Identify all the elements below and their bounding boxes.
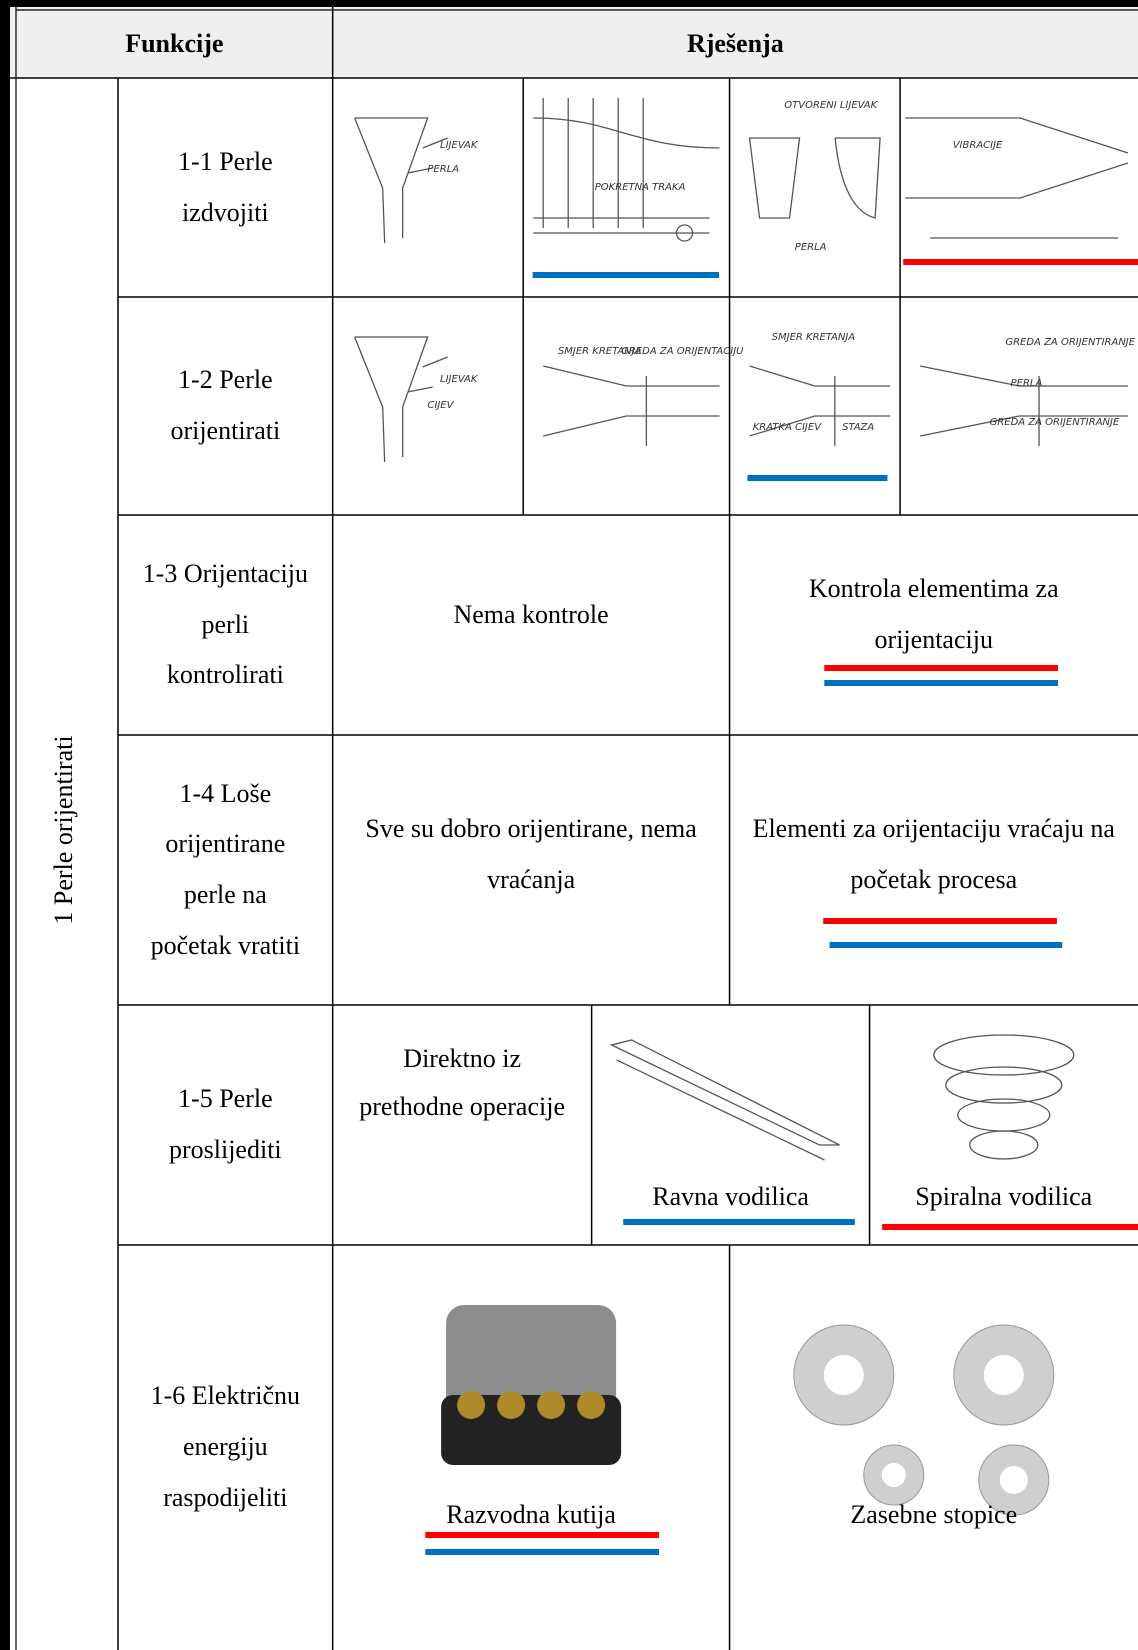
function-label: 1-4 Loše orijentirane perle na početak v…: [150, 778, 301, 960]
picture: [881, 1463, 906, 1487]
solution-text: Nema kontrole: [453, 599, 609, 629]
selection-mark: [532, 272, 720, 278]
function-label: 1-3 Orijentaciju perli kontrolirati: [142, 558, 308, 690]
picture: [823, 1355, 864, 1395]
solution-text: Direktno iz prethodne operacije: [359, 1044, 565, 1122]
sketch-label: LIJEVAK: [440, 140, 479, 151]
sketch-label: VIBRACIJE: [953, 140, 1003, 151]
sketch: [354, 117, 429, 244]
header-bg: [0, 0, 1138, 78]
sketch-label: OTVORENI LIJEVAK: [784, 100, 878, 111]
sketch-label: LIJEVAK: [440, 374, 479, 385]
sketch: [749, 365, 891, 446]
frame-left: [0, 0, 10, 1650]
sketch: [543, 365, 720, 446]
sketch: [933, 1034, 1075, 1076]
sketch: [957, 1098, 1051, 1132]
picture: [537, 1391, 566, 1419]
picture: [457, 1391, 486, 1419]
sketch-label: STAZA: [842, 422, 874, 433]
selection-mark: [824, 665, 1058, 671]
solution-text: Kontrola elementima za orijentaciju: [808, 574, 1059, 654]
solution-caption: Spiralna vodilica: [915, 1181, 1093, 1211]
sketch: [354, 336, 429, 463]
selection-mark: [425, 1532, 660, 1538]
picture: [497, 1391, 526, 1419]
selection-mark: [747, 475, 888, 481]
frame-top: [0, 0, 1138, 7]
picture: [983, 1355, 1024, 1395]
sketch: [969, 1130, 1039, 1160]
solution-text: Sve su dobro orijentirane, nema vraćanja: [365, 814, 697, 894]
selection-mark: [425, 1549, 660, 1555]
solution-caption: Ravna vodilica: [652, 1181, 809, 1211]
sketch-label: POKRETNA TRAKA: [595, 182, 686, 193]
sketch: [905, 117, 1129, 239]
sketch-label: GREDA ZA ORIJENTIRANJE: [990, 417, 1120, 428]
selection-mark: [823, 918, 1057, 924]
sketch-label: CIJEV: [427, 400, 454, 411]
sketch-label: PERLA: [795, 242, 827, 253]
header-functions: Funkcije: [125, 28, 224, 58]
sketch-label: PERLA: [427, 164, 459, 175]
function-label: 1-2 Perle orijentirati: [170, 365, 281, 445]
sketch-label: PERLA: [1011, 378, 1043, 389]
selection-mark: [882, 1224, 1138, 1230]
sketch-label: GREDA ZA ORIJENTACIJU: [621, 346, 744, 357]
sketch: [945, 1066, 1063, 1104]
sketch: [919, 365, 1128, 446]
picture: [441, 1395, 622, 1465]
sketch: [407, 356, 448, 393]
selection-mark: [903, 259, 1138, 265]
function-label: 1-1 Perle izdvojiti: [178, 146, 273, 227]
sketch: [609, 1039, 840, 1161]
selection-mark: [829, 942, 1063, 948]
sketch-label: GREDA ZA ORIJENTIRANJE: [1005, 337, 1135, 348]
function-label: 1-5 Perle proslijediti: [168, 1084, 282, 1164]
solution-caption: Zasebne stopice: [850, 1499, 1018, 1529]
sketch-label: KRATKA CIJEV: [753, 422, 823, 433]
sketch-label: SMJER KRETANJA: [558, 346, 642, 357]
picture: [999, 1466, 1028, 1494]
header-solutions: Rješenja: [686, 28, 784, 58]
function-label: 1-6 Električnu energiju raspodijeliti: [150, 1381, 301, 1512]
sketch: [533, 117, 720, 234]
solution-caption: Razvodna kutija: [446, 1499, 616, 1529]
solution-text: Elementi za orijentaciju vraćaju na poče…: [752, 814, 1115, 894]
sketch: [675, 224, 694, 242]
group-label: 1 Perle orijentirati: [49, 735, 78, 925]
picture: [577, 1391, 606, 1419]
selection-mark: [824, 680, 1058, 686]
sketch: [748, 137, 881, 219]
sketch: [407, 137, 448, 174]
sketch-label: SMJER KRETANJA: [772, 332, 856, 343]
selection-mark: [623, 1219, 855, 1225]
